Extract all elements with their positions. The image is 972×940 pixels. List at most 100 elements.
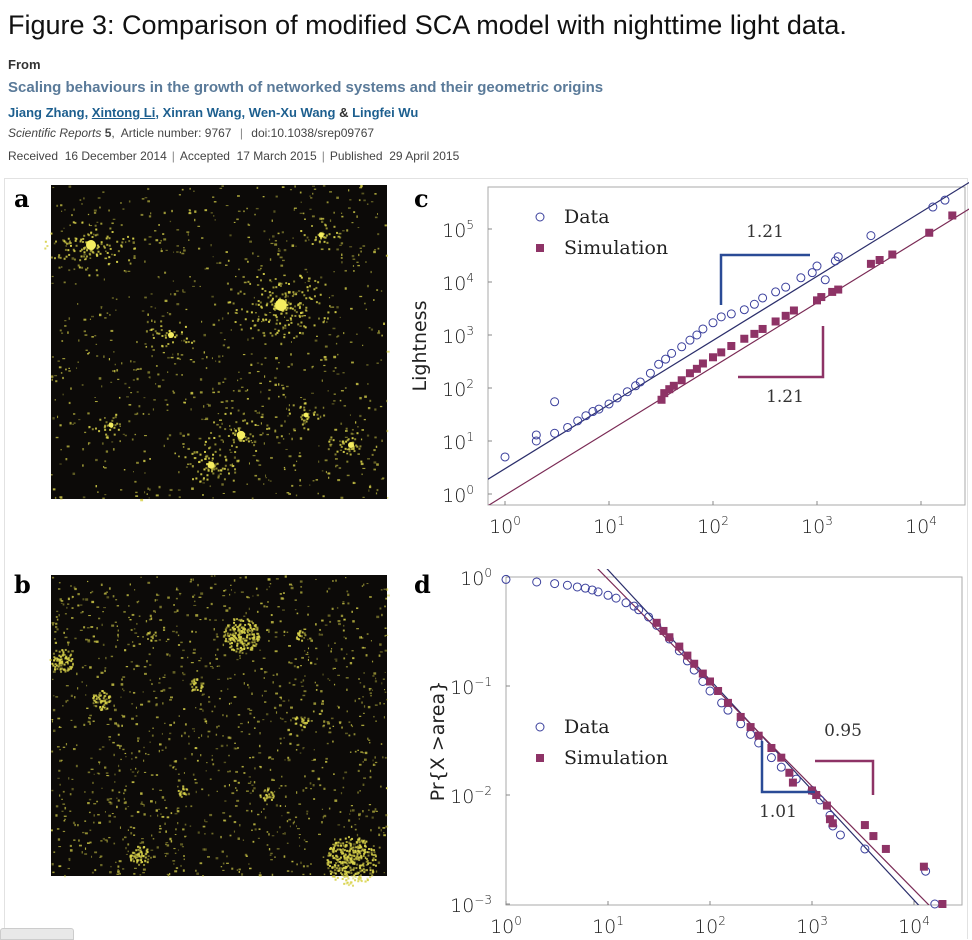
light-speck	[266, 844, 269, 846]
light-cluster-dot	[272, 314, 275, 317]
light-speck	[297, 743, 300, 746]
light-cluster-dot	[133, 255, 136, 258]
light-cluster-dot	[92, 702, 95, 705]
light-speck	[325, 757, 328, 760]
light-speck	[123, 836, 127, 839]
light-cluster-dot	[244, 623, 247, 626]
light-speck	[164, 822, 166, 825]
light-cluster-dot	[337, 841, 340, 844]
data-point	[563, 422, 573, 432]
light-speck	[93, 773, 95, 775]
light-cluster-dot	[333, 856, 336, 859]
light-speck	[299, 302, 302, 305]
light-speck	[220, 835, 222, 839]
light-cluster-dot	[276, 319, 279, 322]
light-speck	[155, 704, 158, 707]
light-cluster-dot	[369, 876, 372, 879]
light-speck	[336, 248, 339, 251]
author-link[interactable]: Xinran Wang	[162, 105, 242, 120]
light-speck	[362, 245, 366, 247]
light-cluster-dot	[259, 794, 262, 797]
light-cluster-dot	[200, 687, 203, 690]
light-speck	[165, 653, 169, 656]
light-cluster-dot	[213, 468, 216, 471]
light-speck	[104, 708, 107, 711]
light-speck	[134, 433, 137, 436]
light-speck	[140, 576, 142, 578]
light-cluster-dot	[232, 438, 235, 441]
light-cluster-dot	[284, 324, 287, 327]
light-speck	[248, 224, 251, 226]
light-cluster-dot	[240, 630, 243, 633]
light-speck	[135, 664, 139, 668]
light-cluster-dot	[346, 875, 349, 878]
light-cluster-dot	[63, 653, 66, 656]
data-point	[739, 305, 749, 315]
light-speck	[366, 284, 369, 288]
light-cluster-dot	[202, 682, 205, 685]
light-speck	[220, 401, 224, 403]
x-tick-label: 101	[592, 914, 624, 936]
light-speck	[385, 825, 389, 828]
light-speck	[91, 871, 94, 874]
light-cluster-dot	[156, 332, 159, 335]
light-speck	[291, 484, 294, 487]
author-link[interactable]: Jiang Zhang	[8, 105, 85, 120]
light-speck	[268, 479, 270, 481]
light-cluster-dot	[100, 709, 103, 712]
light-speck	[346, 710, 348, 713]
light-speck	[222, 862, 225, 865]
light-speck	[84, 847, 87, 850]
simulation-point	[685, 369, 694, 378]
light-cluster-dot	[362, 868, 365, 871]
light-speck	[235, 748, 238, 750]
author-link[interactable]: Wen-Xu Wang	[248, 105, 336, 120]
light-cluster-dot	[334, 857, 337, 860]
light-speck	[350, 825, 353, 828]
light-speck	[320, 709, 324, 713]
light-speck	[326, 742, 329, 745]
light-speck	[242, 673, 245, 675]
light-cluster-dot	[241, 651, 244, 654]
light-speck	[182, 446, 185, 448]
light-cluster-dot	[345, 882, 348, 885]
light-speck	[53, 729, 56, 733]
light-speck	[148, 618, 152, 621]
light-speck	[226, 347, 229, 349]
light-speck	[283, 466, 286, 469]
light-speck	[169, 488, 173, 492]
light-speck	[95, 640, 99, 643]
light-speck	[195, 869, 197, 872]
light-cluster-dot	[352, 448, 355, 451]
light-cluster-dot	[98, 695, 101, 698]
light-speck	[165, 249, 168, 251]
light-speck	[51, 750, 54, 753]
light-speck	[96, 627, 98, 630]
article-title-link[interactable]: Scaling behaviours in the growth of netw…	[8, 79, 604, 96]
light-speck	[342, 629, 345, 632]
light-speck	[106, 312, 109, 314]
light-cluster-dot	[307, 717, 310, 720]
light-cluster-dot	[256, 319, 259, 322]
light-speck	[172, 280, 175, 282]
light-speck	[222, 595, 226, 597]
light-cluster-dot	[237, 628, 240, 631]
light-cluster-dot	[172, 341, 175, 344]
published-label: Published	[329, 149, 383, 163]
light-cluster-dot	[55, 240, 58, 243]
light-cluster-dot	[266, 794, 269, 797]
author-link[interactable]: Xintong Li	[91, 105, 156, 120]
data-point	[685, 335, 695, 345]
author-link[interactable]: Lingfei Wu	[352, 105, 419, 120]
light-speck	[205, 367, 208, 370]
light-cluster-dot	[348, 853, 351, 856]
light-speck	[375, 445, 378, 448]
light-speck	[292, 684, 296, 686]
light-cluster-dot	[68, 240, 71, 243]
light-cluster-dot	[287, 291, 290, 294]
light-speck	[108, 358, 111, 361]
light-cluster-dot	[293, 309, 296, 312]
data-point	[550, 428, 560, 438]
light-speck	[374, 677, 377, 680]
light-cluster-dot	[374, 855, 377, 858]
